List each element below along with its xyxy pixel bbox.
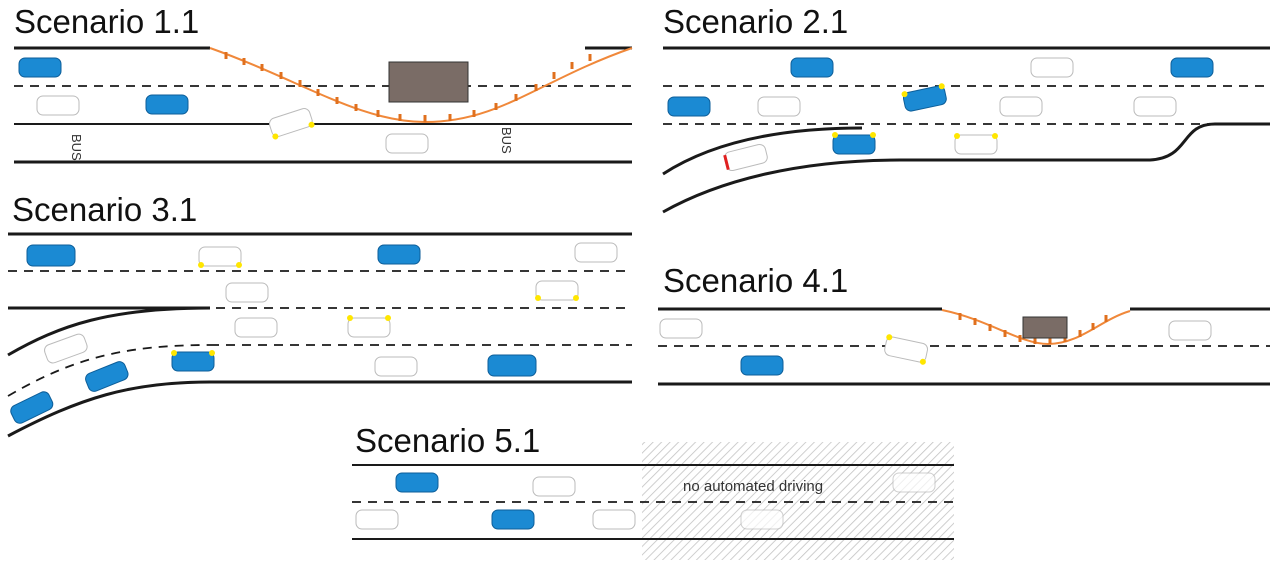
car bbox=[592, 509, 636, 530]
automated-car bbox=[26, 244, 76, 267]
car bbox=[757, 96, 801, 117]
car bbox=[44, 333, 88, 364]
vehicles bbox=[355, 472, 936, 530]
car bbox=[999, 96, 1043, 117]
car bbox=[892, 472, 936, 493]
car bbox=[36, 95, 80, 116]
automated-car bbox=[491, 509, 535, 530]
car-merging bbox=[884, 334, 929, 365]
car bbox=[225, 282, 269, 303]
car-braking bbox=[723, 143, 768, 172]
scenario-4-1-title: Scenario 4.1 bbox=[663, 262, 848, 299]
car bbox=[659, 318, 703, 339]
vehicles bbox=[18, 57, 429, 154]
obstacle bbox=[388, 61, 469, 103]
car-indicating bbox=[954, 133, 998, 155]
no-automated-driving-label: no automated driving bbox=[683, 478, 823, 495]
road-1-1 bbox=[14, 46, 632, 164]
scenario-3-1: Scenario 3.1 bbox=[7, 191, 632, 438]
automated-car bbox=[667, 96, 711, 117]
scenario-2-1-title: Scenario 2.1 bbox=[663, 3, 848, 40]
car bbox=[1133, 96, 1177, 117]
vehicles bbox=[10, 242, 618, 424]
cone-line bbox=[941, 309, 1131, 346]
car bbox=[374, 356, 418, 377]
road-2-1 bbox=[662, 46, 1270, 214]
car bbox=[234, 317, 278, 338]
car bbox=[740, 509, 784, 530]
automated-car bbox=[740, 355, 784, 376]
automated-car bbox=[377, 244, 421, 265]
car bbox=[1168, 320, 1212, 341]
automated-car bbox=[790, 57, 834, 78]
scenario-4-1: Scenario 4.1 bbox=[658, 262, 1270, 386]
scenario-5-1-title: Scenario 5.1 bbox=[355, 422, 540, 459]
scenario-1-1-title: Scenario 1.1 bbox=[14, 3, 199, 40]
scenario-5-1: Scenario 5.1 no automated driving bbox=[352, 422, 954, 560]
automated-car bbox=[85, 361, 129, 392]
automated-car-indicating bbox=[832, 132, 876, 155]
car bbox=[532, 476, 576, 497]
automated-car bbox=[145, 94, 189, 115]
car-indicating bbox=[535, 280, 579, 301]
car bbox=[355, 509, 399, 530]
scenario-3-1-title: Scenario 3.1 bbox=[12, 191, 197, 228]
automated-car bbox=[395, 472, 439, 493]
vehicles bbox=[667, 57, 1214, 172]
car bbox=[1030, 57, 1074, 78]
car-indicating bbox=[347, 315, 391, 338]
scenario-2-1: Scenario 2.1 bbox=[662, 3, 1270, 214]
automated-car bbox=[1170, 57, 1214, 78]
car bbox=[574, 242, 618, 263]
traffic-cones bbox=[224, 52, 592, 122]
road-5-1 bbox=[352, 464, 954, 540]
vehicles bbox=[659, 318, 1212, 376]
scenario-1-1: Scenario 1.1 BUS BUS bbox=[14, 3, 633, 164]
automated-car bbox=[18, 57, 62, 78]
automated-car-indicating bbox=[171, 350, 215, 372]
bus-lane-label: BUS bbox=[499, 127, 514, 154]
bus-lane-label: BUS bbox=[69, 134, 84, 161]
car-merging bbox=[268, 108, 315, 140]
automated-car-merging bbox=[901, 83, 947, 112]
automated-car bbox=[10, 391, 54, 424]
obstacle bbox=[1022, 316, 1068, 339]
no-automation-zone bbox=[642, 442, 954, 560]
road-3-1 bbox=[7, 232, 632, 438]
car-indicating bbox=[198, 246, 242, 268]
car bbox=[385, 133, 429, 154]
road-4-1 bbox=[658, 307, 1270, 386]
automated-car bbox=[487, 354, 537, 377]
